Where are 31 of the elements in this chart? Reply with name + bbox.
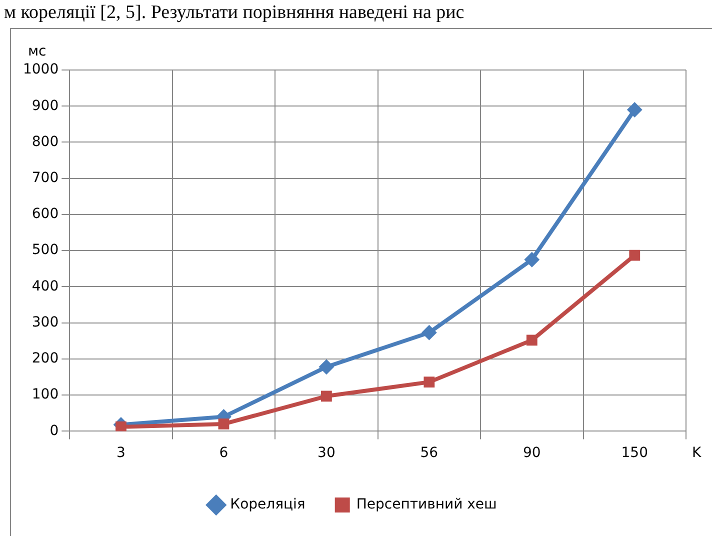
point	[424, 376, 435, 388]
y-tick-label: 1000	[22, 62, 59, 78]
legend-label: Кореляція	[230, 496, 306, 513]
x-tick-label: 150	[621, 445, 648, 462]
y-tick-label: 500	[32, 242, 59, 258]
point	[318, 359, 334, 374]
x-tick-label: 90	[522, 445, 541, 462]
point	[627, 102, 642, 118]
point	[218, 418, 230, 430]
y-tick-label: 300	[32, 314, 59, 330]
y-tick-label: 100	[32, 386, 59, 403]
point	[321, 390, 332, 402]
point	[629, 250, 640, 261]
x-tick-label: 56	[420, 445, 438, 462]
legend-label: Персептивний хеш	[356, 496, 497, 513]
y-tick-label: 400	[32, 278, 59, 294]
point	[524, 252, 540, 268]
y-tick-label: 0	[50, 422, 59, 439]
y-axis-title: мс	[28, 44, 46, 60]
x-tick-label: 3	[116, 445, 126, 462]
y-tick-label: 800	[32, 134, 59, 150]
x-tick-label: 30	[318, 445, 336, 462]
y-tick-label: 600	[32, 206, 59, 222]
y-tick-label: 900	[32, 98, 59, 114]
y-tick-label: 700	[32, 170, 59, 186]
x-axis-title: K	[692, 444, 702, 461]
x-tick-label: 6	[219, 445, 228, 462]
point	[422, 325, 437, 340]
y-tick-label: 200	[32, 350, 59, 367]
point	[526, 334, 538, 346]
text: м кореляції [2, 5]. Результати порівняння наведені на рис	[4, 2, 464, 24]
